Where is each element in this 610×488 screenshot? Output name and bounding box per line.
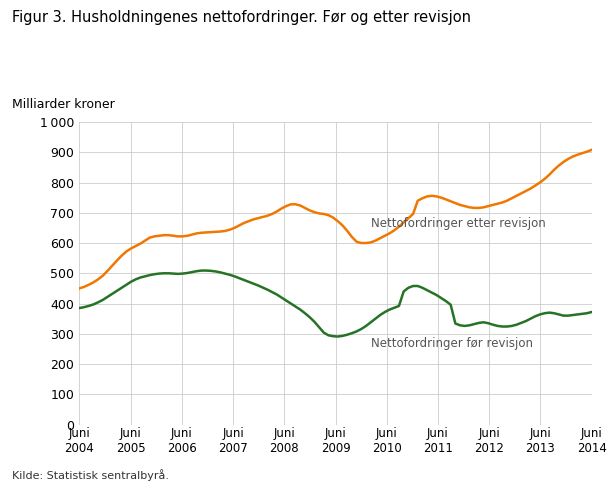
Text: Milliarder kroner: Milliarder kroner	[12, 98, 115, 111]
Text: Figur 3. Husholdningenes nettofordringer. Før og etter revisjon: Figur 3. Husholdningenes nettofordringer…	[12, 10, 471, 25]
Text: Nettofordringer etter revisjon: Nettofordringer etter revisjon	[371, 217, 546, 230]
Text: Nettofordringer før revisjon: Nettofordringer før revisjon	[371, 337, 533, 350]
Text: Kilde: Statistisk sentralbyrå.: Kilde: Statistisk sentralbyrå.	[12, 469, 169, 481]
